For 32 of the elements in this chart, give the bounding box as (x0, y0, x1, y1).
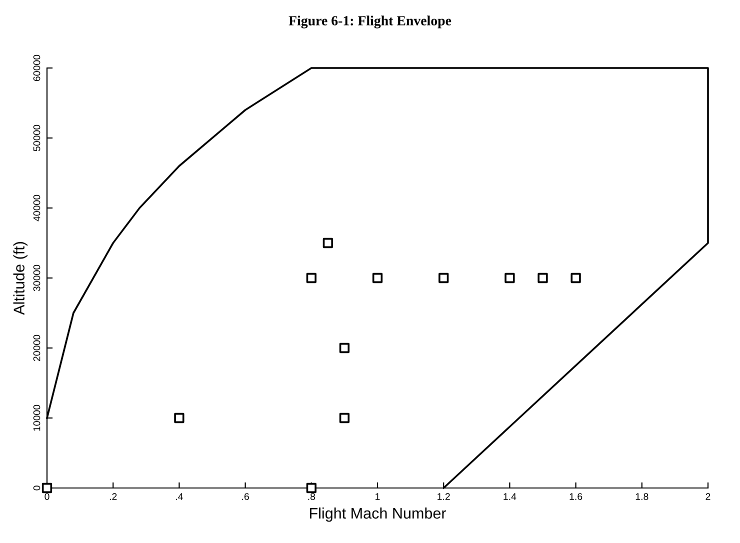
x-tick-label: .2 (110, 493, 117, 500)
y-tick-label: 10000 (33, 404, 40, 431)
x-tick-label: .6 (242, 493, 249, 500)
point (504, 272, 515, 284)
x-tick-label: 1 (376, 493, 380, 500)
point (538, 272, 548, 284)
x-tick-label: 1.4 (504, 493, 516, 500)
x-tick-label: 1.8 (636, 493, 648, 500)
point (339, 342, 350, 354)
x-tick-label: 2 (706, 493, 710, 500)
x-axis-title: Flight Mach Number (310, 507, 446, 522)
y-tick-label: 30000 (33, 264, 40, 292)
x-tick-label: 0 (44, 493, 50, 500)
x-tick-label: .4 (176, 493, 183, 500)
y-tick-label: 50000 (33, 124, 40, 152)
x-tick-label: 1.6 (570, 493, 582, 500)
y-tick-label: 0 (33, 486, 40, 490)
point (306, 272, 316, 284)
point (306, 482, 316, 494)
y-tick-label: 40000 (33, 194, 40, 222)
point (322, 238, 333, 248)
point (339, 412, 350, 424)
y-axis-title: Altitude (ft) (13, 242, 28, 315)
y-tick-label: 20000 (33, 334, 40, 362)
point (372, 272, 383, 284)
point (570, 272, 581, 284)
x-tick-label: 1.2 (438, 493, 450, 500)
y-tick-label: 60000 (33, 54, 40, 82)
point (174, 412, 184, 424)
point (438, 272, 449, 284)
chart-title: Figure 6-1: Flight Envelope (288, 16, 452, 28)
x-tick-label: .8 (308, 493, 316, 500)
